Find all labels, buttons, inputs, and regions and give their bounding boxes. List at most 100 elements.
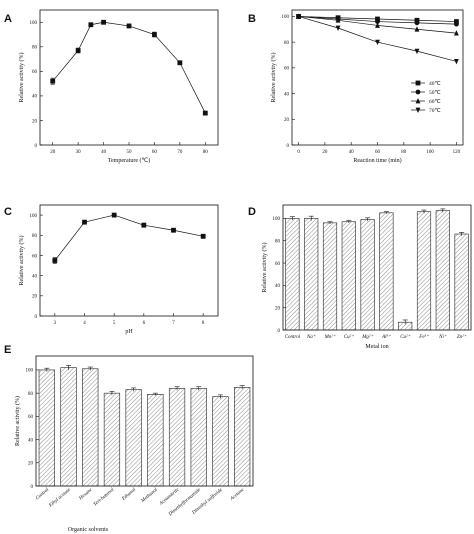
bar xyxy=(212,396,229,487)
data-point xyxy=(171,227,176,233)
y-tick-label: 40 xyxy=(284,92,290,97)
bar xyxy=(147,394,164,487)
x-category-label: Acetone xyxy=(229,487,246,502)
x-category-label: Cu²⁺ xyxy=(344,334,354,340)
plot-frame xyxy=(282,204,472,331)
plot-frame xyxy=(291,9,464,146)
data-point xyxy=(414,20,420,26)
x-tick-label: 40 xyxy=(349,150,355,155)
panel-label: D xyxy=(248,206,256,218)
bar xyxy=(82,368,99,487)
legend-label: 40℃ xyxy=(429,81,442,87)
plot-frame xyxy=(39,204,219,317)
bar xyxy=(168,388,186,487)
panel-a: A 0 20 40 60 80 100 Relative activity (%) 20 30 40… xyxy=(4,9,219,164)
data-point xyxy=(126,23,132,29)
panel-e: E 0 20 40 60 80 100 Relative activity (%) Contro… xyxy=(4,344,254,533)
bar xyxy=(435,210,450,331)
bar xyxy=(379,212,394,331)
x-tick-label: 80 xyxy=(203,150,209,155)
x-axis-label: Metal ion xyxy=(365,344,388,350)
y-tick-label: 80 xyxy=(284,41,290,46)
x-category-label: Mn²⁺ xyxy=(324,334,336,340)
y-tick-label: 20 xyxy=(28,462,34,467)
x-axis-label: Reaction time (min) xyxy=(353,157,401,164)
data-point xyxy=(101,19,106,25)
y-axis-label: Relative activity (%) xyxy=(270,53,277,103)
x-tick-label: 8 xyxy=(202,321,205,326)
data-point xyxy=(88,22,94,28)
x-axis-label: Temperature (℃) xyxy=(108,157,150,164)
y-tick-label: 40 xyxy=(32,274,38,279)
plot-frame xyxy=(39,9,219,146)
bar xyxy=(416,211,432,331)
x-category-label: Control xyxy=(285,335,301,340)
panel-d: D 0 20 40 60 80 100 Relative activity (%) Contro… xyxy=(248,204,472,350)
panel-label: E xyxy=(4,344,11,356)
y-tick-label: 100 xyxy=(282,15,290,20)
data-point xyxy=(375,19,380,24)
legend-label: 60℃ xyxy=(429,99,442,105)
x-category-label: Zn²⁺ xyxy=(457,334,467,340)
x-tick-label: 60 xyxy=(375,150,381,155)
bar xyxy=(125,389,142,487)
x-tick-label: 3 xyxy=(54,321,57,326)
data-point xyxy=(375,39,380,46)
bar xyxy=(103,392,121,487)
y-axis-label: Relative activity (%) xyxy=(18,53,25,103)
y-tick-label: 100 xyxy=(30,214,38,219)
x-tick-label: 20 xyxy=(50,150,56,155)
y-tick-label: 20 xyxy=(32,295,38,300)
x-category-label: Na⁺ xyxy=(306,334,316,340)
panel-label: A xyxy=(4,13,12,25)
y-axis-label: Relative activity (%) xyxy=(261,243,268,293)
y-tick-label: 0 xyxy=(35,315,38,320)
data-point xyxy=(200,233,206,239)
panel-b: B 0 20 40 60 80 100 Relative activity (%) 0 20 40 6… xyxy=(248,9,464,164)
y-tick-label: 60 xyxy=(32,254,38,259)
y-tick-label: 0 xyxy=(35,144,38,149)
y-tick-label: 20 xyxy=(32,119,38,124)
panel-c: C 0 20 40 60 80 100 Relative activity (%) 3 4 5 6 7 8… xyxy=(4,204,219,335)
y-axis-label: Relative activity (%) xyxy=(18,236,25,286)
y-tick-label: 0 xyxy=(278,329,281,334)
x-axis-label: Organic solvents xyxy=(68,527,109,533)
data-point xyxy=(111,212,117,218)
data-point xyxy=(52,258,58,263)
x-category-label: Cu²⁺ xyxy=(400,334,410,340)
x-category-label: Ni⁺ xyxy=(438,334,447,340)
x-tick-label: 5 xyxy=(113,321,116,326)
bar xyxy=(322,222,338,331)
data-point xyxy=(296,14,301,20)
y-tick-label: 80 xyxy=(32,46,38,51)
x-tick-label: 4 xyxy=(83,321,86,326)
data-point xyxy=(335,17,341,23)
x-category-label: Ethyl acetate xyxy=(48,487,73,509)
panel-label: C xyxy=(4,206,12,218)
x-category-label: Mg²⁺ xyxy=(361,334,373,340)
x-category-label: Al³⁺ xyxy=(381,334,391,340)
y-tick-label: 60 xyxy=(284,67,290,72)
data-point xyxy=(335,25,341,31)
x-tick-label: 100 xyxy=(426,150,434,155)
bar xyxy=(454,233,469,331)
y-tick-label: 40 xyxy=(28,438,34,443)
plot-frame xyxy=(35,355,254,487)
y-tick-label: 60 xyxy=(28,415,34,420)
data-point xyxy=(414,26,420,32)
legend-marker xyxy=(415,80,421,86)
data-point xyxy=(152,32,157,37)
data-point xyxy=(177,60,183,66)
data-point xyxy=(375,16,380,22)
y-axis-label: Relative activity (%) xyxy=(14,396,21,446)
bar xyxy=(304,218,319,331)
x-tick-label: 30 xyxy=(76,150,82,155)
bar xyxy=(360,219,375,331)
legend-label: 50℃ xyxy=(429,90,442,96)
data-point xyxy=(414,17,420,23)
x-category-label: Tert-butanol xyxy=(93,487,116,507)
data-point xyxy=(454,30,459,36)
x-tick-label: 120 xyxy=(453,150,461,155)
data-point xyxy=(202,110,208,116)
x-category-label: Fe³⁺ xyxy=(418,334,429,340)
